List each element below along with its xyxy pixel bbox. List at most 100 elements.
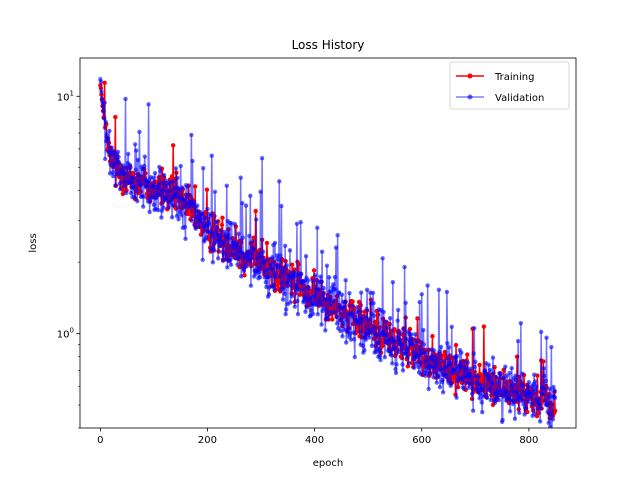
data-point-validation bbox=[465, 360, 470, 365]
data-point-validation bbox=[548, 412, 554, 417]
data-point-validation bbox=[319, 322, 324, 327]
data-point-validation bbox=[299, 271, 304, 276]
data-point-training bbox=[330, 317, 335, 322]
data-point-validation bbox=[508, 397, 513, 403]
data-point-validation bbox=[243, 203, 249, 208]
data-point-validation bbox=[158, 168, 163, 174]
data-point-validation bbox=[302, 295, 307, 300]
data-point-validation bbox=[477, 396, 482, 401]
data-point-validation bbox=[228, 257, 233, 262]
data-point-validation bbox=[325, 313, 331, 318]
data-point-validation bbox=[340, 334, 345, 339]
data-point-validation bbox=[387, 315, 393, 321]
data-point-validation bbox=[423, 349, 429, 355]
data-point-validation bbox=[280, 268, 285, 274]
data-point-validation bbox=[255, 255, 261, 261]
data-point-validation bbox=[339, 292, 345, 297]
data-point-validation bbox=[255, 266, 260, 271]
data-point-validation bbox=[190, 158, 195, 164]
data-point-validation bbox=[513, 373, 518, 378]
data-point-validation bbox=[209, 213, 214, 218]
data-point-validation bbox=[482, 368, 488, 373]
data-point-training bbox=[311, 268, 317, 273]
data-point-validation bbox=[364, 287, 370, 293]
data-point-validation bbox=[515, 338, 521, 344]
data-point-validation bbox=[405, 354, 410, 360]
data-point-validation bbox=[272, 240, 278, 246]
x-axis: 0 200 400 600 800 bbox=[97, 428, 538, 446]
data-point-validation bbox=[503, 389, 509, 394]
data-point-validation bbox=[436, 373, 441, 379]
data-point-validation bbox=[249, 250, 255, 256]
data-point-validation bbox=[180, 185, 185, 190]
data-point-validation bbox=[189, 218, 195, 224]
data-point-validation bbox=[151, 175, 156, 180]
data-point-validation bbox=[215, 239, 220, 244]
data-point-validation bbox=[331, 282, 336, 287]
data-point-validation bbox=[215, 256, 221, 261]
data-point-validation bbox=[409, 336, 415, 342]
data-point-training bbox=[350, 299, 355, 304]
data-point-validation bbox=[542, 373, 547, 379]
data-point-validation bbox=[413, 332, 418, 337]
data-point-validation bbox=[272, 287, 277, 292]
data-point-validation bbox=[454, 353, 460, 359]
data-point-validation bbox=[490, 380, 495, 385]
data-point-validation bbox=[373, 325, 378, 330]
data-point-validation bbox=[259, 255, 264, 260]
data-point-validation bbox=[247, 259, 252, 264]
data-point-validation bbox=[106, 149, 112, 154]
data-point-validation bbox=[375, 341, 381, 346]
data-point-validation bbox=[541, 366, 547, 371]
data-point-training bbox=[171, 143, 176, 148]
data-point-validation bbox=[266, 292, 272, 297]
data-point-validation bbox=[330, 298, 336, 304]
data-point-validation bbox=[99, 89, 104, 94]
data-point-validation bbox=[303, 253, 309, 259]
data-point-validation bbox=[116, 160, 122, 165]
data-point-training bbox=[264, 240, 270, 246]
data-point-validation bbox=[223, 256, 228, 261]
data-point-validation bbox=[147, 198, 153, 204]
data-point-validation bbox=[370, 290, 376, 296]
data-point-validation bbox=[116, 154, 121, 160]
data-point-validation bbox=[191, 199, 197, 205]
data-point-validation bbox=[389, 353, 394, 358]
data-point-validation bbox=[551, 384, 556, 390]
axes-frame bbox=[79, 57, 577, 429]
data-point-validation bbox=[399, 342, 405, 347]
data-point-validation bbox=[279, 203, 284, 209]
data-point-validation bbox=[382, 355, 387, 360]
data-point-validation bbox=[506, 391, 512, 396]
series-layer bbox=[98, 77, 558, 428]
data-point-validation bbox=[156, 182, 161, 187]
data-point-validation bbox=[134, 188, 139, 194]
data-point-validation bbox=[318, 279, 324, 285]
data-point-validation bbox=[418, 361, 423, 366]
data-point-validation bbox=[150, 183, 156, 188]
data-point-validation bbox=[136, 179, 141, 184]
data-point-validation bbox=[263, 259, 268, 264]
data-point-validation bbox=[303, 309, 308, 314]
data-point-validation bbox=[101, 109, 106, 114]
data-point-validation bbox=[357, 329, 362, 334]
data-point-validation bbox=[447, 360, 453, 365]
data-point-validation bbox=[390, 361, 395, 366]
data-point-validation bbox=[193, 226, 198, 231]
data-point-validation bbox=[264, 284, 269, 290]
data-point-validation bbox=[463, 366, 469, 371]
data-point-validation bbox=[289, 293, 295, 299]
data-point-validation bbox=[513, 377, 519, 383]
data-point-validation bbox=[176, 217, 181, 222]
data-point-validation bbox=[257, 269, 262, 275]
data-point-validation bbox=[247, 233, 252, 238]
data-point-validation bbox=[293, 273, 298, 278]
data-point-validation bbox=[472, 364, 477, 370]
data-point-validation bbox=[488, 397, 494, 403]
data-point-validation bbox=[518, 395, 523, 400]
data-point-validation bbox=[383, 319, 389, 324]
data-point-validation bbox=[267, 274, 273, 279]
data-point-validation bbox=[104, 132, 109, 137]
legend-validation-label: Validation bbox=[495, 93, 544, 104]
data-point-validation bbox=[218, 233, 223, 238]
